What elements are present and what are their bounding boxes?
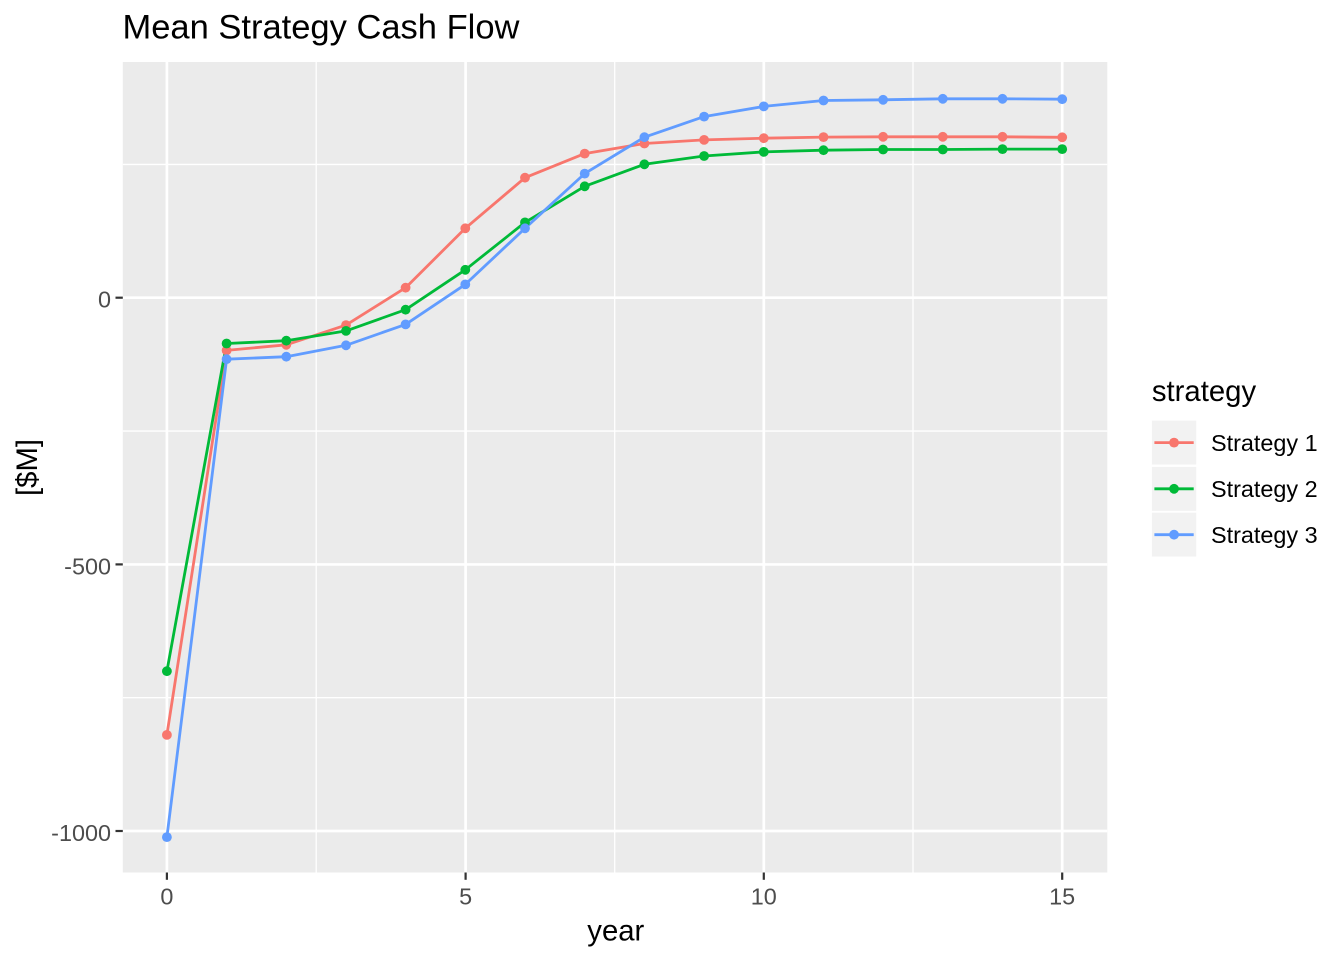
svg-text:0: 0 [98,287,111,313]
svg-text:[$M]: [$M] [11,439,44,496]
svg-text:Strategy 1: Strategy 1 [1211,430,1318,456]
svg-text:Strategy 2: Strategy 2 [1211,476,1318,502]
svg-text:-1000: -1000 [51,820,111,846]
svg-text:year: year [587,915,644,948]
svg-text:Mean Strategy Cash Flow: Mean Strategy Cash Flow [123,9,520,47]
svg-text:15: 15 [1049,884,1075,910]
svg-text:0: 0 [160,884,173,910]
svg-text:-500: -500 [64,553,111,579]
svg-text:strategy: strategy [1152,375,1257,408]
svg-text:Strategy 3: Strategy 3 [1211,522,1318,548]
svg-text:10: 10 [751,884,777,910]
svg-text:5: 5 [459,884,472,910]
